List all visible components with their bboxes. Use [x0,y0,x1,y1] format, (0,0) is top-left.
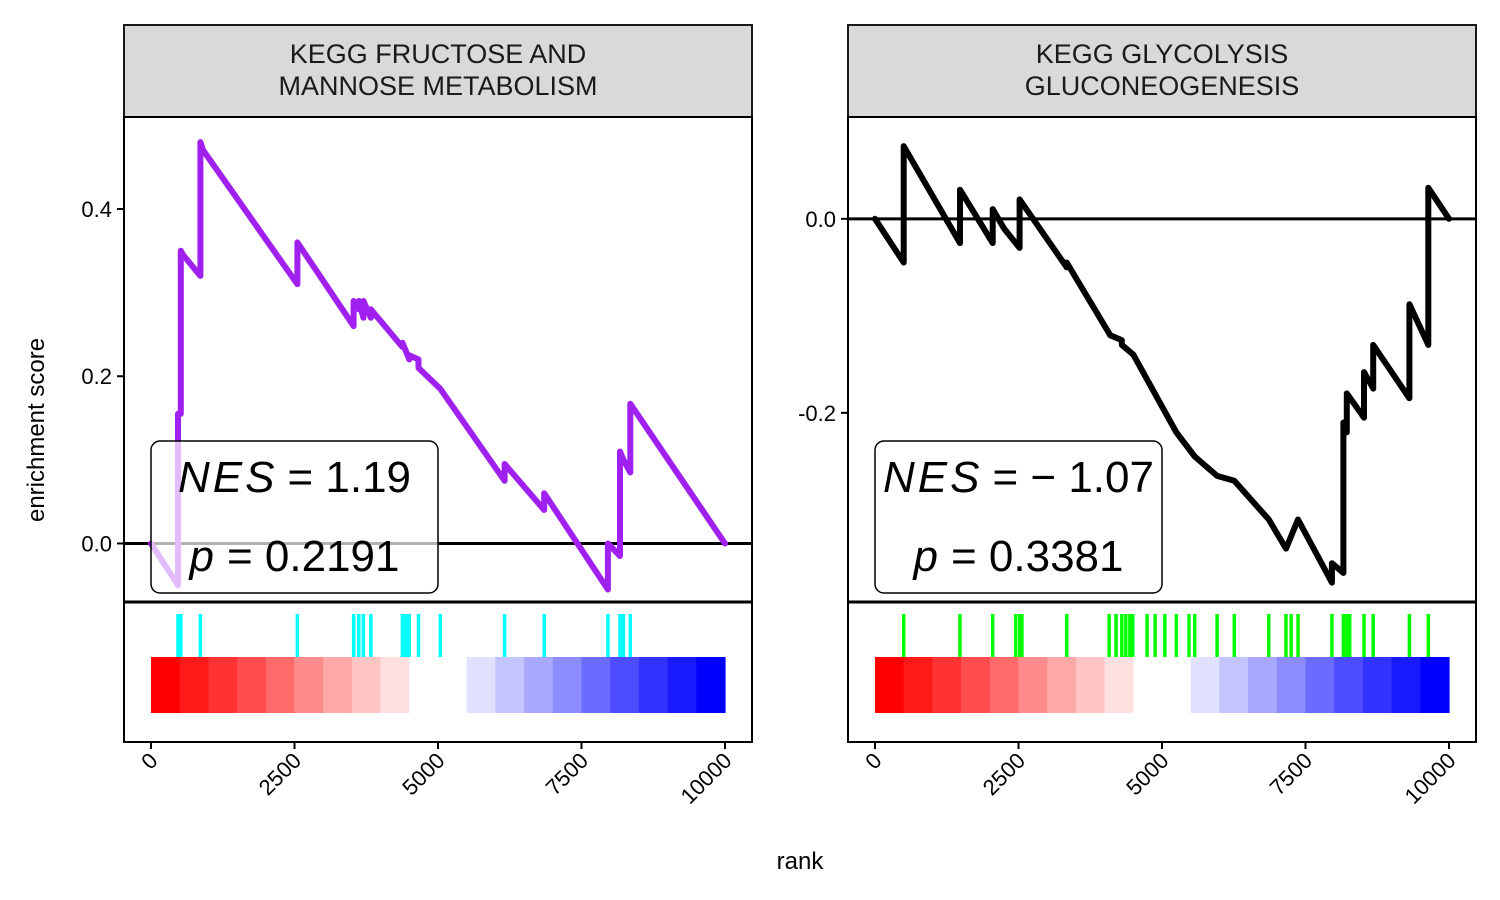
rank-gradient-cell [294,657,324,713]
x-tick-label: 10000 [1400,748,1461,809]
nes-label: NES [883,453,982,502]
p-value: = 0.2191 [227,532,400,581]
x-tick-label: 7500 [1265,748,1317,800]
p-label: p [912,532,941,581]
x-tick-label: 5000 [1121,748,1173,800]
rank-gradient-cell [932,657,962,713]
rank-gradient-cell [1018,657,1048,713]
y-tick-label: 0.0 [805,207,836,232]
rank-gradient-cell [667,657,697,713]
rank-gradient-cell [466,657,496,713]
rank-gradient-cell [1047,657,1077,713]
x-tick-label: 0 [860,748,886,774]
rank-gradient-cell [1162,657,1192,713]
p-stat: p = 0.2191 [188,532,400,581]
facet-strip [123,24,753,118]
rank-gradient-cell [151,657,181,713]
rank-gradient-cell [1391,657,1421,713]
rank-gradient-cell [1420,657,1450,713]
stats-box [874,440,1163,594]
stats-box [150,440,439,594]
x-tick-label: 0 [136,748,162,774]
rank-gradient-cell [351,657,382,713]
x-tick-label: 5000 [397,748,449,800]
rank-gradient-cell [581,657,611,713]
rank-gradient-cell [610,657,640,713]
facet-title-line: GLUCONEOGENESIS [1025,71,1300,101]
enrichment-score-line [148,139,728,593]
rank-gradient-cell [638,657,669,713]
rank-gradient-cell [1248,657,1278,713]
facet-title-line: KEGG GLYCOLYSIS [1036,39,1289,69]
nes-stat: NES = 1.19 [178,453,411,502]
rank-gradient-cell [323,657,353,713]
rank-gradient-cell [495,657,525,713]
rank-gradient-cell [208,657,238,713]
rank-gradient-cell [265,657,296,713]
rank-gradient-cell [1190,657,1220,713]
x-tick-label: 2500 [254,748,306,800]
facet-strip [847,24,1477,118]
rank-gradient-cell [875,657,905,713]
rank-gradient-cell [524,657,554,713]
rank-gradient-cell [1276,657,1307,713]
nes-label: NES [178,453,277,502]
p-stat: p = 0.3381 [912,532,1124,581]
y-tick-label: 0.4 [81,197,112,222]
rank-gradient-cell [179,657,209,713]
rank-gradient-cell [438,657,468,713]
rank-gradient-cell [696,657,726,713]
p-value: = 0.3381 [951,532,1124,581]
rank-gradient-cell [237,657,267,713]
rank-gradient-cell [1219,657,1249,713]
rank-gradient-cell [1104,657,1134,713]
x-tick-label: 10000 [676,748,737,809]
rank-gradient-cell [1075,657,1106,713]
rank-gradient-cell [1362,657,1393,713]
x-tick-label: 2500 [978,748,1030,800]
facet-title-line: KEGG FRUCTOSE AND [290,39,587,69]
rank-gradient-cell [1133,657,1163,713]
facet-title-line: MANNOSE METABOLISM [278,71,597,101]
y-tick-label: -0.2 [798,401,836,426]
rank-gradient-cell [989,657,1020,713]
nes-stat: NES = − 1.07 [883,453,1154,502]
rank-gradient-cell [380,657,410,713]
nes-value: = − 1.07 [993,453,1154,502]
rank-gradient-cell [552,657,583,713]
rank-gradient-cell [409,657,439,713]
y-axis-title: enrichment score [23,338,50,522]
nes-value: = 1.19 [287,453,411,502]
rank-gradient-cell [961,657,991,713]
rank-gradient-cell [1305,657,1335,713]
y-tick-label: 0.0 [81,531,112,556]
x-axis-title: rank [777,848,825,875]
x-tick-label: 7500 [541,748,593,800]
rank-gradient-cell [1334,657,1364,713]
enrichment-score-line [872,143,1452,586]
rank-gradient-cell [903,657,933,713]
y-tick-label: 0.2 [81,364,112,389]
p-label: p [188,532,217,581]
